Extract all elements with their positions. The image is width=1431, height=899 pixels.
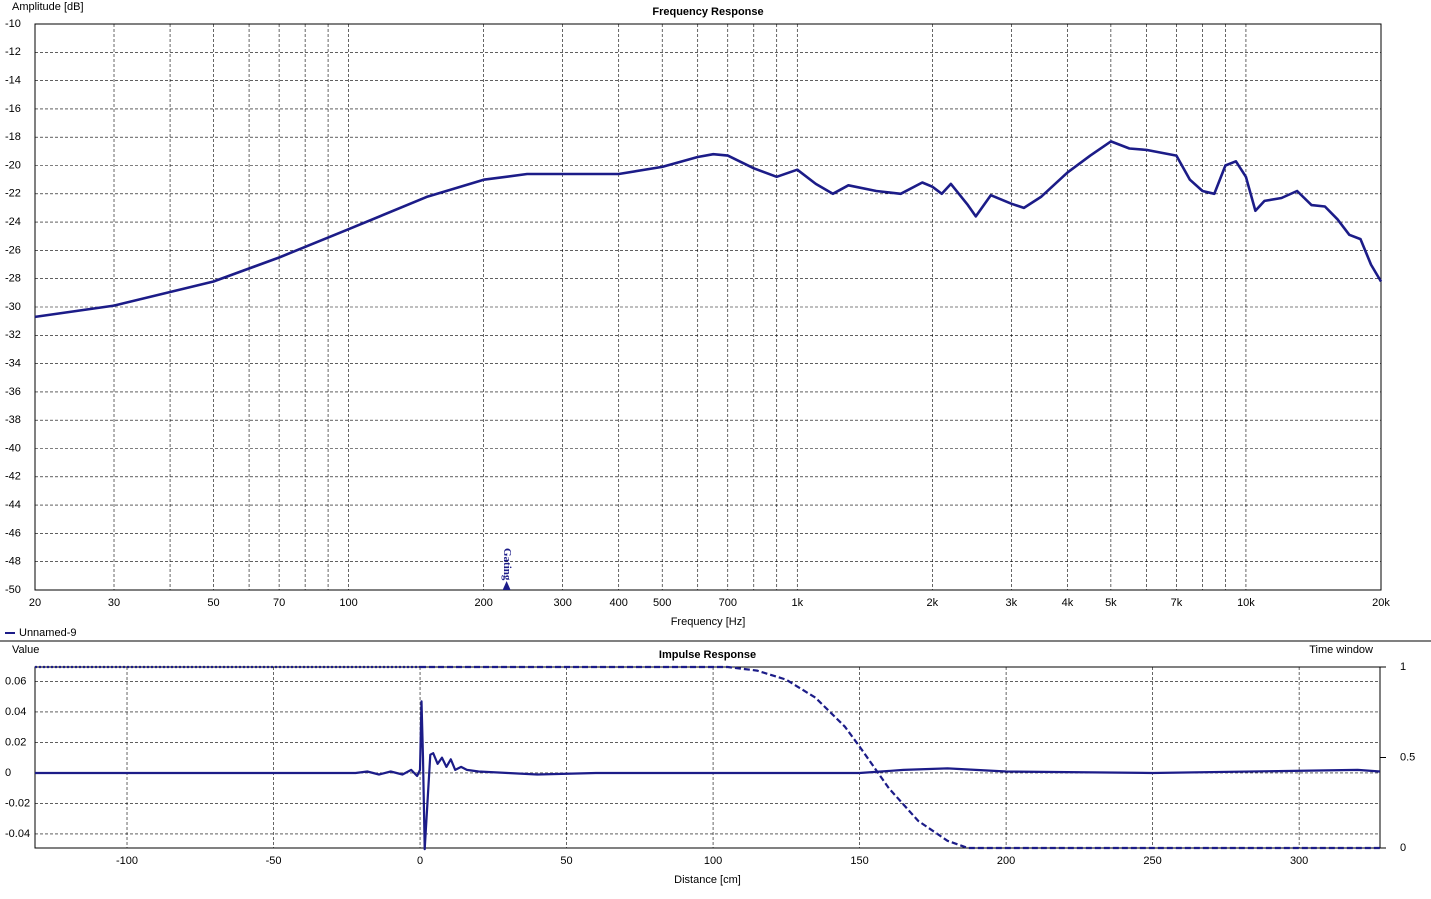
x-tick-label: 200 [997, 855, 1015, 867]
y-tick-label: -44 [5, 499, 21, 511]
annotation-marker [502, 581, 511, 590]
y-tick-label: -50 [5, 584, 21, 596]
y-tick-label: -24 [5, 216, 21, 228]
y-tick-label: -30 [5, 301, 21, 313]
x-tick-label: -50 [266, 855, 282, 867]
y-tick-label: -34 [5, 358, 21, 370]
chart-title: Impulse Response [659, 649, 756, 661]
y-tick-label: 0.06 [5, 675, 26, 687]
y-tick-label: -38 [5, 414, 21, 426]
x-tick-label: 7k [1171, 597, 1183, 609]
x-tick-label: 70 [273, 597, 285, 609]
x-tick-label: 50 [207, 597, 219, 609]
y-tick-label: -36 [5, 386, 21, 398]
x-tick-label: 300 [553, 597, 571, 609]
y-tick-label: -18 [5, 131, 21, 143]
y-tick-label: -28 [5, 273, 21, 285]
series-line [34, 140, 1383, 319]
y-axis-label: Value [12, 644, 39, 656]
y-tick-label: -20 [5, 159, 21, 171]
y-tick-label: -40 [5, 442, 21, 454]
x-tick-label: 20k [1372, 597, 1390, 609]
x-tick-label: 3k [1006, 597, 1018, 609]
x-tick-label: 400 [610, 597, 628, 609]
y-tick-label: -46 [5, 527, 21, 539]
series-line [35, 700, 1381, 851]
x-tick-label: 100 [339, 597, 357, 609]
y-tick-label: 0 [5, 767, 11, 779]
y-tick-label: -0.04 [5, 828, 30, 840]
x-tick-label: 0 [417, 855, 423, 867]
y-tick-label: -26 [5, 244, 21, 256]
x-tick-label: 50 [560, 855, 572, 867]
x-tick-label: 20 [29, 597, 41, 609]
y-tick-label: -10 [5, 18, 21, 30]
y-tick-label: -32 [5, 329, 21, 341]
y-tick-label: -16 [5, 103, 21, 115]
y-tick-label: -0.02 [5, 797, 30, 809]
x-axis-label: Distance [cm] [674, 874, 741, 886]
series-line [420, 665, 1380, 850]
x-tick-label: 100 [704, 855, 722, 867]
y2-tick-label: 1 [1400, 661, 1406, 673]
y-tick-label: -14 [5, 75, 21, 87]
x-tick-label: 1k [791, 597, 803, 609]
x-tick-label: 30 [108, 597, 120, 609]
x-tick-label: 4k [1062, 597, 1074, 609]
y2-tick-label: 0 [1400, 842, 1406, 854]
y-tick-label: -48 [5, 556, 21, 568]
y-tick-label: 0.04 [5, 706, 26, 718]
y-tick-label: -22 [5, 188, 21, 200]
plot-frame [34, 666, 1381, 849]
x-tick-label: 10k [1237, 597, 1255, 609]
y2-axis-label: Time window [1309, 644, 1373, 656]
y-axis-label: Amplitude [dB] [12, 1, 84, 13]
plot-frame [34, 23, 1382, 591]
chart-title: Frequency Response [652, 6, 763, 18]
y-tick-label: 0.02 [5, 736, 26, 748]
x-tick-label: 700 [719, 597, 737, 609]
x-axis-label: Frequency [Hz] [671, 616, 746, 628]
x-tick-label: 300 [1290, 855, 1308, 867]
legend-label: Unnamed-9 [19, 627, 76, 639]
x-tick-label: -100 [116, 855, 138, 867]
annotation-text: Gating [501, 548, 513, 581]
x-tick-label: 200 [474, 597, 492, 609]
x-tick-label: 250 [1143, 855, 1161, 867]
y-tick-label: -12 [5, 46, 21, 58]
x-tick-label: 2k [927, 597, 939, 609]
y2-tick-label: 0.5 [1400, 751, 1415, 763]
x-tick-label: 500 [653, 597, 671, 609]
x-tick-label: 5k [1105, 597, 1117, 609]
y-tick-label: -42 [5, 471, 21, 483]
x-tick-label: 150 [850, 855, 868, 867]
